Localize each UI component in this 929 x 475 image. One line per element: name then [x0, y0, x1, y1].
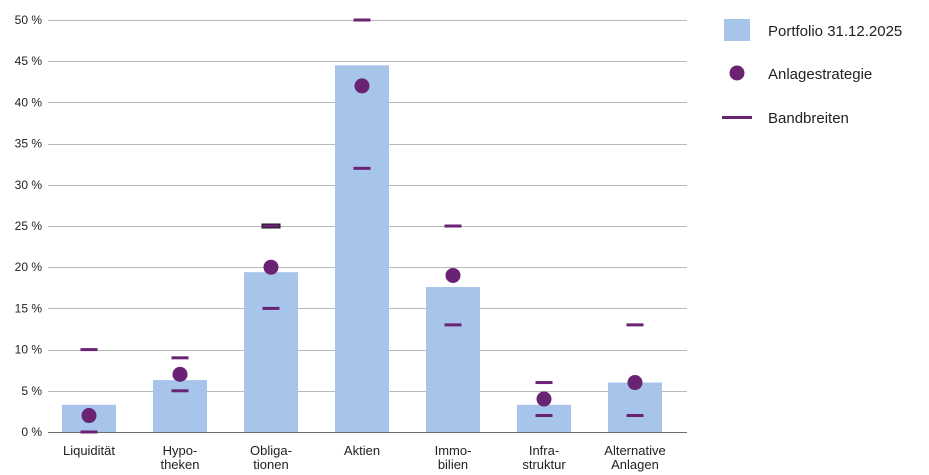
band-marker-min [353, 166, 371, 170]
y-tick-label: 25 % [15, 219, 43, 233]
portfolio-bar [426, 286, 480, 432]
legend-label-bandbreiten: Bandbreiten [768, 110, 849, 127]
band-marker-max [626, 323, 644, 327]
legend-label-anlagestrategie: Anlagestrategie [768, 66, 872, 83]
band-marker-min [262, 306, 280, 310]
band-marker-min [444, 323, 462, 327]
y-tick-label: 40 % [15, 95, 43, 109]
legend-swatch-portfolio [724, 19, 750, 41]
x-category-label: Infra-struktur [522, 443, 566, 472]
y-tick-label: 45 % [15, 54, 43, 68]
bandbreiten-markers [80, 18, 644, 434]
anlagestrategie-points [81, 78, 643, 424]
band-marker-min [80, 430, 98, 434]
portfolio-bar [608, 382, 662, 432]
strategy-point [445, 267, 461, 283]
x-category-label: Hypo-theken [160, 443, 199, 472]
x-category-label: Aktien [344, 443, 380, 458]
y-tick-label: 50 % [15, 13, 43, 27]
band-marker-max [353, 18, 371, 22]
x-category-label: Alternative Anlagen [604, 443, 665, 472]
portfolio-bar [153, 380, 207, 432]
y-tick-label: 20 % [15, 260, 43, 274]
strategy-point [263, 259, 279, 275]
portfolio-bars [62, 65, 662, 432]
strategy-point [536, 391, 552, 407]
legend-swatch-bandbreiten [722, 116, 752, 119]
x-category-label: Liquidität [63, 443, 115, 458]
y-axis-tick-labels: 0 % 5 % 10 % 15 % 20 % 25 % 30 % 35 % 40 % 45 % 50… [15, 13, 43, 439]
band-marker-max [80, 348, 98, 352]
strategy-point [627, 375, 643, 391]
strategy-point [81, 408, 97, 424]
band-marker-min [171, 389, 189, 393]
x-category-label: Immo-bilien [435, 443, 472, 472]
band-marker-max [535, 381, 553, 385]
x-axis-category-labels: Liquidität Hypo-theken Obliga-tionen Aktien… [63, 443, 666, 472]
x-category-label: Obliga-tionen [250, 443, 292, 472]
band-marker-max [444, 224, 462, 228]
y-tick-label: 10 % [15, 343, 43, 357]
portfolio-bar [335, 65, 389, 432]
y-tick-label: 0 % [21, 425, 42, 439]
strategy-point [172, 366, 188, 382]
strategy-point [354, 78, 370, 94]
portfolio-bar [244, 272, 298, 432]
y-tick-label: 30 % [15, 178, 43, 192]
band-marker-min [535, 414, 553, 418]
portfolio-bar [517, 404, 571, 432]
legend-label-portfolio: Portfolio 31.12.2025 [768, 23, 902, 40]
legend-swatch-anlagestrategie [729, 65, 745, 81]
band-marker-max [262, 224, 280, 228]
band-marker-max [171, 356, 189, 360]
band-marker-min [626, 414, 644, 418]
y-tick-label: 35 % [15, 137, 43, 151]
y-tick-label: 5 % [21, 384, 42, 398]
y-tick-label: 15 % [15, 301, 43, 315]
legend: Portfolio 31.12.2025 Anlagestrategie Ban… [722, 19, 902, 127]
